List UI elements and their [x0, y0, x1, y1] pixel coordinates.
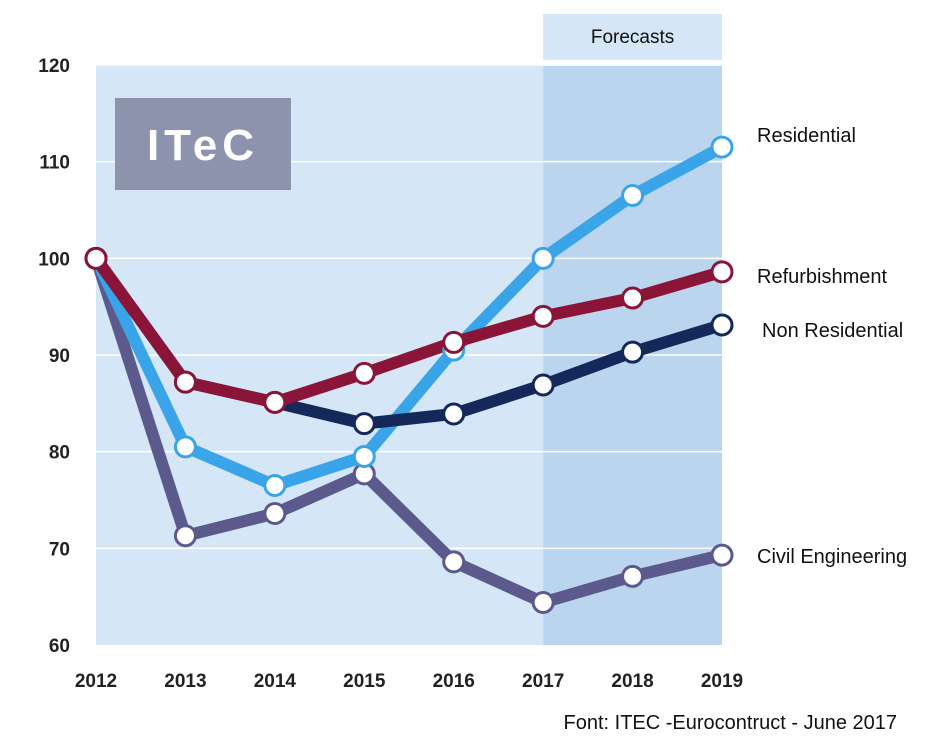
- point-refurbishment-2016: [442, 330, 466, 354]
- series-label-non-residential: Non Residential: [762, 320, 903, 342]
- point-refurbishment-2015: [352, 361, 376, 385]
- y-tick-100: 100: [38, 249, 70, 270]
- point-non-residential-2018: [621, 340, 645, 364]
- series-markers: [84, 135, 734, 614]
- itec-logo: ITeC: [115, 98, 291, 190]
- logo-box: [115, 98, 291, 190]
- point-residential-2014: [263, 474, 287, 497]
- point-civil-engineering-2019: [710, 543, 734, 567]
- point-civil-engineering-2013: [173, 524, 197, 548]
- series-line-civil-engineering: [90, 252, 728, 609]
- y-tick-90: 90: [49, 346, 70, 367]
- x-tick-2014: 2014: [254, 671, 297, 692]
- point-civil-engineering-2016: [442, 550, 466, 574]
- point-refurbishment-2012: [84, 246, 108, 270]
- series-label-civil-engineering: Civil Engineering: [757, 546, 907, 568]
- forecast-label: Forecasts: [591, 27, 674, 48]
- point-non-residential-2015: [352, 412, 376, 436]
- source-note: Font: ITEC -Eurocontruct - June 2017: [564, 712, 898, 734]
- point-residential-2015: [352, 445, 376, 468]
- y-tick-60: 60: [49, 636, 70, 657]
- y-tick-110: 110: [39, 153, 70, 174]
- point-refurbishment-2019: [710, 260, 734, 284]
- x-tick-2013: 2013: [164, 671, 206, 692]
- point-civil-engineering-2014: [263, 502, 287, 526]
- point-non-residential-2017: [531, 373, 555, 397]
- x-axis-ticks: 2012 2013 2014 2015 2016 2017 2018 2019: [75, 671, 743, 692]
- point-refurbishment-2014: [263, 390, 287, 414]
- series-label-refurbishment: Refurbishment: [757, 266, 888, 288]
- point-non-residential-2016: [442, 402, 466, 426]
- series-labels: Residential Refurbishment Non Residential C…: [757, 125, 907, 568]
- x-tick-2019: 2019: [701, 671, 743, 692]
- y-tick-80: 80: [49, 443, 70, 464]
- logo-text: ITeC: [147, 121, 259, 170]
- point-refurbishment-2018: [621, 286, 645, 310]
- point-refurbishment-2013: [173, 370, 197, 394]
- point-refurbishment-2017: [531, 304, 555, 328]
- series-label-residential: Residential: [757, 125, 856, 147]
- y-tick-120: 120: [38, 56, 70, 77]
- series-lines: [90, 141, 728, 609]
- x-tick-2018: 2018: [611, 671, 653, 692]
- x-tick-2016: 2016: [433, 671, 475, 692]
- series-line-residential: [90, 141, 728, 492]
- point-residential-2018: [621, 184, 645, 207]
- point-residential-2019: [710, 135, 734, 159]
- point-non-residential-2019: [710, 313, 734, 337]
- y-tick-70: 70: [49, 539, 70, 560]
- point-civil-engineering-2018: [621, 564, 645, 588]
- point-residential-2017: [531, 246, 555, 270]
- point-civil-engineering-2017: [531, 590, 555, 614]
- x-tick-2015: 2015: [343, 671, 386, 692]
- forecast-header: [543, 14, 722, 60]
- y-axis-ticks: 60 70 80 90 100 110 120: [38, 56, 70, 657]
- point-residential-2013: [173, 435, 197, 459]
- x-tick-2012: 2012: [75, 671, 117, 692]
- x-tick-2017: 2017: [522, 671, 564, 692]
- series-line-refurbishment: [90, 252, 728, 409]
